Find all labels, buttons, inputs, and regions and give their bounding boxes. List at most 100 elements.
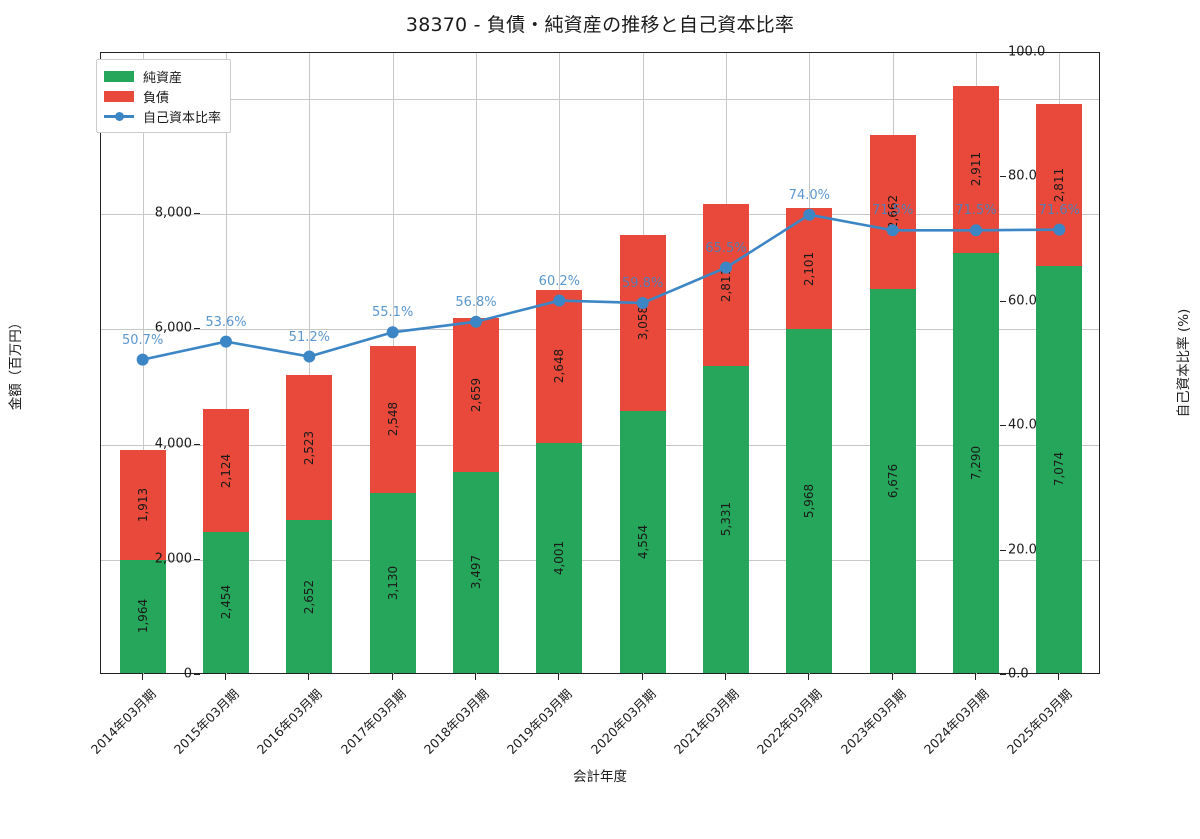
y-axis-left-tick: 8,000 — [154, 205, 192, 221]
ratio-marker[interactable] — [136, 353, 149, 366]
bar-segment-liabilities[interactable]: 2,648 — [536, 290, 583, 443]
y-axis-left-tickmark — [194, 443, 200, 445]
bar-segment-equity[interactable]: 2,652 — [286, 520, 333, 673]
bar-group[interactable]: 5,331 2,811 — [703, 51, 749, 673]
y-axis-left-tick: 6,000 — [154, 320, 192, 336]
x-axis-tickmark — [891, 674, 893, 680]
x-axis-tick-label: 2018年03月期 — [420, 686, 492, 757]
x-axis-tick-label: 2024年03月期 — [920, 686, 992, 757]
bar-segment-equity[interactable]: 7,074 — [1036, 265, 1083, 673]
legend-label-equity: 純資産 — [143, 70, 183, 86]
x-axis-tickmark — [975, 674, 976, 680]
legend-item-liabilities: 負債 — [104, 86, 221, 106]
bar-segment-liabilities[interactable]: 1,913 — [119, 449, 166, 560]
bar-segment-equity[interactable]: 3,497 — [453, 471, 499, 673]
y-axis-right-tickmark — [1000, 52, 1006, 53]
bar-segment-equity[interactable]: 1,964 — [119, 559, 166, 673]
bar-segment-liabilities[interactable]: 2,662 — [869, 135, 916, 289]
x-axis-tickmark — [225, 674, 226, 680]
ratio-marker[interactable] — [1053, 223, 1066, 236]
legend-item-equity-ratio: 自己資本比率 — [104, 106, 221, 126]
ratio-marker[interactable] — [553, 294, 566, 307]
ratio-value-label: 53.6% — [205, 314, 247, 330]
y-axis-left-tickmark — [194, 558, 200, 560]
ratio-marker[interactable] — [220, 335, 232, 348]
bar-segment-equity[interactable]: 2,454 — [203, 531, 249, 673]
bar-segment-equity[interactable]: 5,968 — [786, 329, 833, 673]
ratio-value-label: 71.6% — [1038, 202, 1080, 218]
gridline-vertical — [309, 53, 311, 675]
ratio-marker[interactable] — [886, 224, 899, 237]
x-axis-tick-label: 2020年03月期 — [587, 686, 659, 757]
bar-segment-liabilities[interactable]: 2,124 — [203, 409, 249, 532]
x-axis-tick-label: 2015年03月期 — [170, 686, 242, 757]
ratio-value-label: 71.5% — [872, 203, 914, 219]
ratio-marker[interactable] — [720, 261, 732, 274]
bar-group[interactable]: 7,074 2,811 — [1036, 51, 1083, 673]
bar-group[interactable]: 7,290 2,911 — [953, 51, 999, 673]
legend-swatch-liabilities — [104, 90, 134, 102]
bar-segment-equity[interactable]: 4,001 — [536, 442, 583, 673]
bar-segment-equity[interactable]: 6,676 — [869, 288, 916, 673]
legend-label-equity-ratio: 自己資本比率 — [143, 110, 222, 126]
pct-labels-layer: 50.7% 53.6% 51.2% 55.1% 56.8% 60.2% 59.8% 65.5%… — [101, 53, 1099, 673]
bar-segment-equity[interactable]: 7,290 — [953, 253, 999, 673]
ratio-value-label: 51.2% — [288, 329, 330, 345]
ratio-value-label: 59.8% — [622, 276, 664, 292]
bars-layer: 1,964 1,913 2,454 2,124 2,652 2,523 3,130 2,548… — [101, 53, 1099, 673]
y-axis-left-tick: 4,000 — [154, 436, 192, 452]
bar-segment-liabilities[interactable]: 3,058 — [619, 234, 666, 411]
bar-segment-equity[interactable]: 5,331 — [703, 365, 749, 673]
bar-group[interactable]: 3,130 2,548 — [369, 51, 416, 673]
y-axis-right-tick: 60.0 — [1008, 293, 1037, 309]
ratio-marker[interactable] — [636, 297, 649, 310]
y-axis-left-tickmark — [194, 328, 200, 330]
bar-segment-liabilities[interactable]: 2,811 — [703, 204, 749, 366]
y-axis-right-tickmark — [1000, 300, 1006, 302]
bar-segment-equity[interactable]: 3,130 — [369, 492, 416, 673]
bar-group[interactable]: 1,964 1,913 — [119, 51, 166, 673]
x-axis-tickmark — [558, 674, 560, 680]
ratio-marker[interactable] — [970, 224, 982, 237]
ratio-value-label: 65.5% — [705, 240, 747, 256]
ratio-marker[interactable] — [303, 350, 316, 363]
bar-group[interactable]: 3,497 2,659 — [453, 51, 499, 673]
ratio-marker[interactable] — [803, 208, 816, 221]
ratio-marker[interactable] — [470, 315, 482, 328]
ratio-value-label: 56.8% — [455, 294, 497, 310]
bar-segment-liabilities[interactable]: 2,523 — [286, 374, 333, 521]
gridline — [101, 559, 1099, 561]
x-axis-label: 会計年度 — [573, 769, 627, 785]
bar-group[interactable]: 6,676 2,662 — [869, 51, 916, 673]
y-axis-left-tick: 0 — [183, 666, 192, 682]
chart-root: 38370 - 負債・純資産の推移と自己資本比率 金額（百万円） 自己資本比率 … — [8, 14, 1192, 785]
ratio-marker[interactable] — [386, 326, 399, 339]
bar-segment-equity[interactable]: 4,554 — [619, 410, 666, 673]
bar-segment-liabilities[interactable]: 2,548 — [369, 346, 416, 493]
x-axis-tickmark — [1058, 674, 1060, 680]
y-axis-left-tickmark — [194, 213, 200, 215]
x-axis-tick-label: 2014年03月期 — [87, 686, 159, 757]
x-axis-tick-label: 2023年03月期 — [837, 686, 909, 757]
plot-area: 1,964 1,913 2,454 2,124 2,652 2,523 3,130 2,548… — [100, 52, 1100, 675]
x-axis-tick-label: 2019年03月期 — [504, 686, 576, 757]
bar-segment-liabilities[interactable]: 2,811 — [1036, 103, 1083, 266]
x-axis-tick-label: 2016年03月期 — [254, 686, 326, 757]
y-axis-right-label: 自己資本比率 (%) — [1176, 308, 1192, 418]
x-axis-tick-label: 2021年03月期 — [670, 686, 742, 757]
bar-segment-liabilities[interactable]: 2,659 — [453, 318, 499, 472]
bar-group[interactable]: 2,454 2,124 — [203, 51, 249, 673]
bar-segment-liabilities[interactable]: 2,101 — [786, 208, 833, 330]
y-axis-left-tick: 2,000 — [154, 551, 192, 567]
chart-title: 38370 - 負債・純資産の推移と自己資本比率 — [405, 14, 795, 36]
bar-group[interactable]: 2,652 2,523 — [286, 51, 333, 673]
chart-legend: 純資産 負債 自己資本比率 — [96, 59, 232, 133]
ratio-line — [142, 213, 1060, 361]
gridline — [101, 99, 1099, 101]
bar-group[interactable]: 4,554 3,058 — [619, 51, 666, 673]
bar-group[interactable]: 4,001 2,648 — [536, 51, 583, 673]
bar-group[interactable]: 5,968 2,101 — [786, 51, 833, 673]
x-axis-tickmark — [391, 674, 393, 680]
x-axis-tickmark — [725, 674, 726, 680]
x-axis-tickmark — [308, 674, 310, 680]
